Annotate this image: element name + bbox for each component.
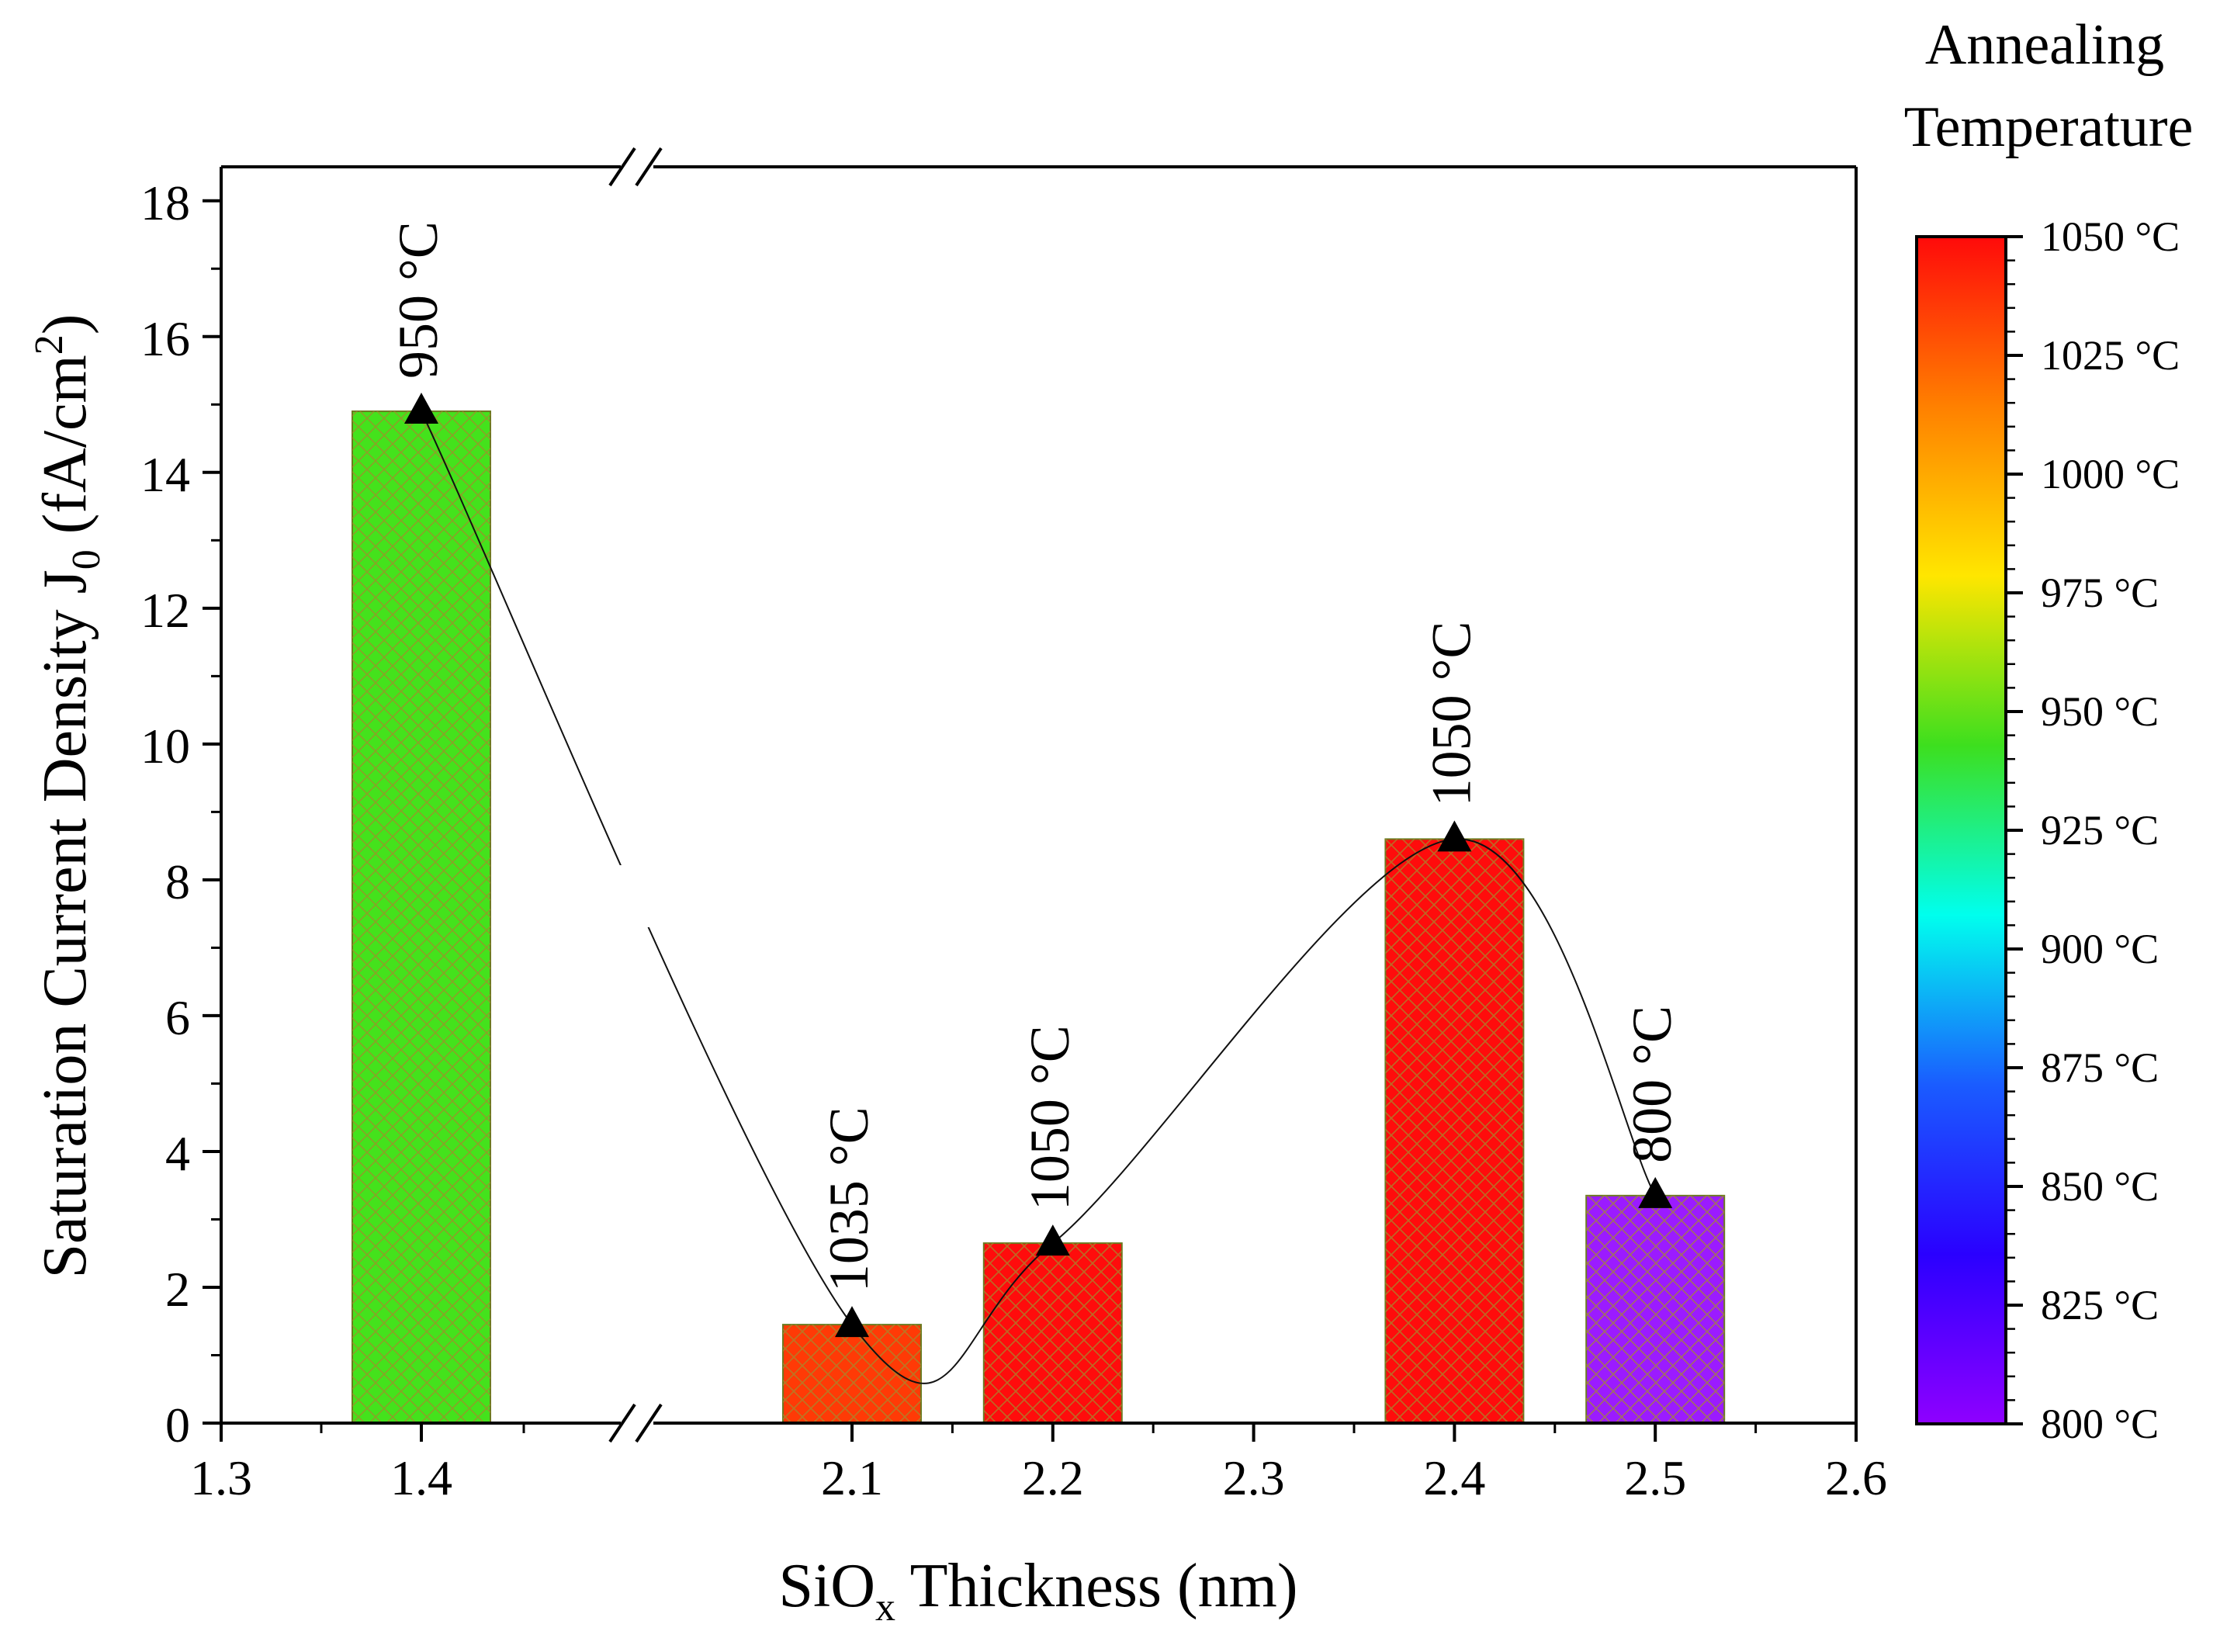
x-tick-label-3: 2.2	[1022, 1450, 1084, 1505]
marker-2	[1035, 1224, 1070, 1256]
axis-break-slash-b-0	[635, 1403, 663, 1443]
axis-break-slash-a-1	[608, 147, 636, 187]
y-axis-title-ylabel_sup: 2	[27, 334, 71, 355]
bars-layer	[352, 410, 1726, 1425]
y-tick-label-5: 10	[140, 719, 190, 774]
colorbar-tick-label-7: 875 °C	[2041, 1044, 2159, 1091]
curve-break-gap	[613, 865, 660, 927]
data-label-3: 1050 °C	[1420, 622, 1482, 807]
colorbar-tick-label-2: 1000 °C	[2041, 451, 2180, 497]
y-axis-title-ylabel_unit_close: )	[31, 314, 99, 335]
y-axis-title-ylabel_unit_open: (fA/cm	[31, 355, 99, 549]
data-label-2: 1050 °C	[1019, 1025, 1081, 1210]
x-tick-label-2: 2.1	[821, 1450, 883, 1505]
colorbar-tick-label-3: 975 °C	[2041, 570, 2159, 616]
y-tick-label-2: 4	[165, 1126, 190, 1181]
colorbar-layer: 1050 °C 1025 °C 1000 °C 975 °C 950 °C 925 °C 9…	[1904, 13, 2194, 1447]
y-axis-title-ylabel_sub: 0	[64, 549, 109, 570]
y-tick-label-7: 14	[140, 447, 190, 502]
marker-1	[835, 1306, 869, 1338]
y-axis-title: Saturation Current Density J0 (fA/cm2)	[27, 314, 109, 1279]
x-tick-label-1: 1.4	[390, 1450, 452, 1505]
colorbar-tick-label-1: 1025 °C	[2041, 332, 2180, 379]
bar-hatch-3	[1385, 839, 1524, 1423]
x-tick-label-5: 2.4	[1423, 1450, 1485, 1505]
axis-break-slash-a-0	[608, 1403, 636, 1443]
x-tick-label-4: 2.3	[1223, 1450, 1285, 1505]
y-tick-label-1: 2	[165, 1262, 190, 1317]
marker-3	[1437, 820, 1472, 852]
x-axis-title-xlabel_main: SiO	[779, 1552, 876, 1620]
data-label-1: 1035 °C	[818, 1107, 880, 1292]
x-tick-label-6: 2.5	[1624, 1450, 1686, 1505]
data-label-4: 800 °C	[1621, 1006, 1683, 1163]
y-tick-label-8: 16	[140, 311, 190, 366]
y-tick-label-0: 0	[165, 1397, 190, 1453]
x-axis-title: SiOx Thickness (nm)	[779, 1552, 1298, 1629]
colorbar-tick-label-10: 800 °C	[2041, 1401, 2159, 1447]
y-tick-label-3: 6	[165, 990, 190, 1045]
colorbar-gradient	[1915, 235, 2007, 1425]
x-tick-label-7: 2.6	[1825, 1450, 1887, 1505]
colorbar-tick-label-0: 1050 °C	[2041, 213, 2180, 260]
bar-hatch-1	[783, 1325, 921, 1423]
colorbar-title-line1: Annealing	[1925, 13, 2164, 77]
marker-0	[404, 393, 438, 424]
data-label-0: 950 °C	[387, 221, 449, 379]
curve-layer: 950 °C 1035 °C 1050 °C 1050 °C 800 °C	[387, 221, 1683, 1384]
colorbar-tick-label-5: 925 °C	[2041, 807, 2159, 854]
bar-hatch-4	[1586, 1195, 1725, 1423]
colorbar-title-line2: Temperature	[1904, 95, 2194, 159]
colorbar-tick-label-4: 950 °C	[2041, 688, 2159, 735]
y-axis-title-ylabel_main: Saturation Current Density J	[31, 570, 99, 1278]
bar-hatch-0	[352, 411, 490, 1424]
axis-break-slash-b-1	[635, 147, 663, 187]
colorbar-tick-label-6: 900 °C	[2041, 926, 2159, 972]
x-axis-title-xlabel_rest: Thickness (nm)	[895, 1552, 1297, 1620]
colorbar-tick-label-9: 825 °C	[2041, 1282, 2159, 1328]
x-axis-title-xlabel_sub: x	[875, 1585, 895, 1629]
y-tick-label-6: 12	[140, 583, 190, 638]
marker-4	[1638, 1176, 1673, 1208]
y-tick-label-4: 8	[165, 854, 190, 909]
x-tick-label-0: 1.3	[190, 1450, 252, 1505]
colorbar-tick-label-8: 850 °C	[2041, 1163, 2159, 1210]
bar-hatch-2	[983, 1243, 1122, 1423]
axes-layer: 0 2 4 6 8 10 12 14 16 18 1.3 1.4 2.1 2.2 2.3 2.4 2.5 2.6 S…	[27, 147, 1887, 1629]
y-tick-label-9: 18	[140, 175, 190, 230]
